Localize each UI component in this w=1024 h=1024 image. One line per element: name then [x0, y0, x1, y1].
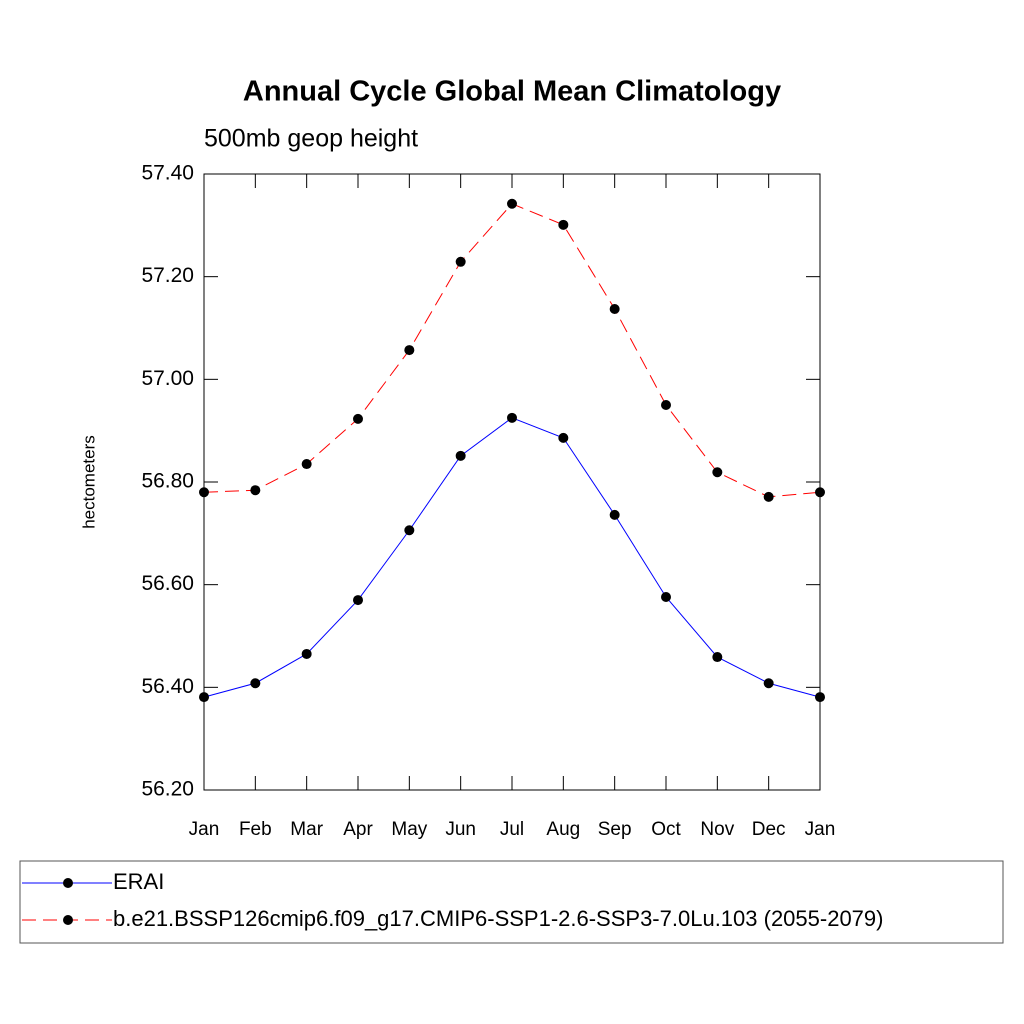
x-tick-label: Mar	[290, 819, 323, 840]
data-point	[763, 491, 774, 502]
x-tick-label: Dec	[752, 819, 786, 840]
data-point	[661, 400, 671, 410]
data-point	[815, 487, 825, 498]
series-line	[203, 417, 821, 698]
data-point	[609, 509, 620, 520]
data-point	[763, 678, 774, 689]
x-tick-label: Feb	[239, 819, 272, 840]
data-point	[353, 413, 363, 424]
data-point	[199, 487, 209, 498]
legend-label: ERAI	[113, 869, 164, 894]
data-point	[815, 692, 825, 703]
legend-marker	[63, 915, 73, 925]
x-tick-label: Jan	[805, 819, 836, 840]
legend-label: b.e21.BSSP126cmip6.f09_g17.CMIP6-SSP1-2.…	[113, 906, 883, 931]
chart-subtitle: 500mb geop height	[204, 125, 418, 153]
x-tick-label: Oct	[651, 819, 681, 840]
data-point	[558, 432, 569, 443]
y-tick-label: 57.40	[141, 162, 194, 185]
data-point	[199, 692, 209, 703]
y-tick-label: 56.60	[141, 572, 194, 595]
data-point	[712, 652, 723, 663]
data-point	[455, 256, 466, 267]
data-point	[558, 219, 569, 230]
data-point	[301, 459, 312, 470]
data-point	[507, 198, 517, 209]
y-axis-label: hectometers	[79, 435, 98, 529]
x-tick-label: Nov	[700, 819, 734, 840]
series-line	[203, 203, 821, 498]
data-point	[250, 485, 261, 496]
x-tick-label: Sep	[598, 819, 632, 840]
data-point	[250, 678, 261, 689]
y-tick-label: 57.00	[141, 367, 194, 390]
x-tick-label: Apr	[343, 819, 373, 840]
y-tick-label: 56.40	[141, 675, 194, 698]
data-point	[661, 591, 671, 602]
plot-frame	[203, 173, 821, 791]
data-point	[353, 595, 363, 606]
x-tick-label: Jul	[500, 819, 524, 840]
legend-marker	[63, 878, 73, 888]
x-tick-label: May	[391, 819, 427, 840]
y-tick-label: 57.20	[141, 264, 194, 287]
x-tick-label: Jun	[445, 819, 476, 840]
data-point	[404, 525, 415, 536]
data-point	[301, 648, 312, 659]
y-tick-label: 56.80	[141, 470, 194, 493]
data-point	[455, 450, 466, 461]
x-tick-label: Jan	[189, 819, 220, 840]
data-point	[404, 345, 415, 356]
y-tick-label: 56.20	[141, 778, 194, 801]
x-tick-label: Aug	[546, 819, 580, 840]
legend-box	[19, 860, 1004, 944]
data-point	[507, 412, 517, 423]
data-point	[712, 467, 723, 478]
data-point	[609, 304, 620, 315]
chart-title: Annual Cycle Global Mean Climatology	[243, 76, 781, 108]
